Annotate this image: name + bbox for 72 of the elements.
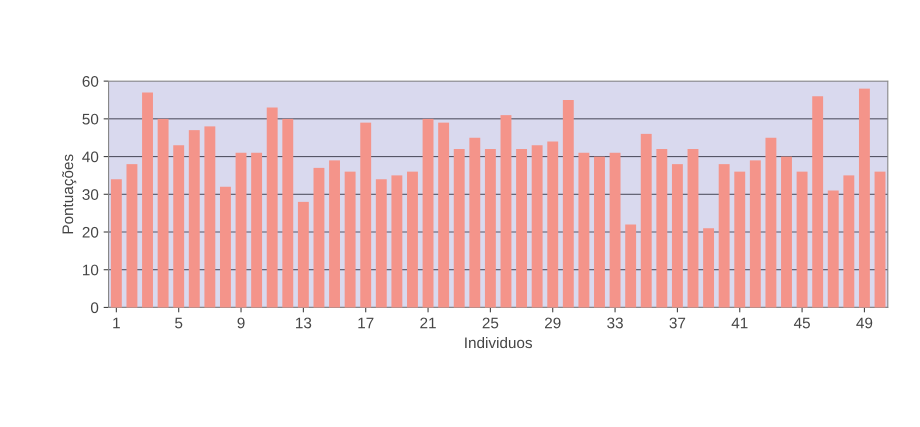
x-tick-label: 21 xyxy=(420,318,436,328)
y-tick-label: 50 xyxy=(82,114,98,125)
y-tick-label: 30 xyxy=(82,189,98,200)
bar xyxy=(484,149,496,308)
bar xyxy=(688,149,698,308)
bar xyxy=(500,115,512,308)
y-tick-label: 40 xyxy=(82,151,98,162)
bar xyxy=(422,118,434,308)
bar xyxy=(843,175,854,308)
bar xyxy=(532,145,543,308)
bar xyxy=(734,172,746,308)
bar xyxy=(360,122,372,308)
bar xyxy=(594,156,605,308)
x-tick-label: 37 xyxy=(669,318,686,328)
y-tick-label: 10 xyxy=(83,264,98,276)
bar xyxy=(110,179,122,308)
x-tick-label: 49 xyxy=(856,318,872,328)
bar xyxy=(188,130,200,308)
bar xyxy=(750,160,761,308)
bar xyxy=(469,138,480,308)
x-tick-label: 29 xyxy=(545,318,560,328)
bar xyxy=(236,152,246,308)
x-tick-label: 17 xyxy=(358,318,374,328)
bar xyxy=(765,138,776,308)
y-tick-label: 60 xyxy=(82,76,98,87)
bar xyxy=(126,164,138,308)
y-tick-label: 0 xyxy=(90,302,98,314)
bar xyxy=(718,164,730,308)
bar xyxy=(298,202,309,308)
x-tick-label: 5 xyxy=(175,318,182,328)
bar xyxy=(438,122,450,308)
bar xyxy=(703,228,714,308)
bar xyxy=(828,190,839,308)
bar xyxy=(781,156,792,308)
bar xyxy=(796,172,808,308)
bar xyxy=(158,118,169,308)
bar xyxy=(282,118,294,308)
x-tick-label: 9 xyxy=(238,318,245,328)
bar xyxy=(251,152,262,308)
bar xyxy=(656,149,668,308)
y-tick-label: 20 xyxy=(82,226,98,238)
y-axis-title: Pontuações xyxy=(62,154,76,234)
bar xyxy=(142,92,153,308)
bar xyxy=(640,134,652,308)
bar xyxy=(454,149,465,308)
bar xyxy=(516,149,528,308)
bar xyxy=(858,88,870,308)
bar xyxy=(578,152,590,308)
bar xyxy=(562,100,574,308)
bar xyxy=(547,141,558,308)
bar xyxy=(204,126,216,308)
bar xyxy=(266,108,278,308)
bar xyxy=(220,186,231,308)
bar xyxy=(625,224,636,308)
bar xyxy=(874,172,886,308)
x-tick-label: 1 xyxy=(113,318,120,328)
bar xyxy=(344,172,356,308)
x-tick-label: 45 xyxy=(794,318,810,328)
bar xyxy=(610,152,621,308)
bar xyxy=(812,96,824,308)
bar xyxy=(391,175,402,308)
x-tick-label: 33 xyxy=(607,318,623,328)
bar xyxy=(407,172,418,308)
bar xyxy=(314,168,324,308)
bar xyxy=(672,164,683,308)
x-tick-label: 41 xyxy=(732,318,748,328)
x-axis-title: Individuos xyxy=(465,336,532,348)
x-tick-label: 13 xyxy=(296,318,312,328)
bar xyxy=(376,179,387,308)
bar xyxy=(173,145,184,308)
x-tick-label: 25 xyxy=(482,318,498,328)
bar xyxy=(329,160,340,308)
